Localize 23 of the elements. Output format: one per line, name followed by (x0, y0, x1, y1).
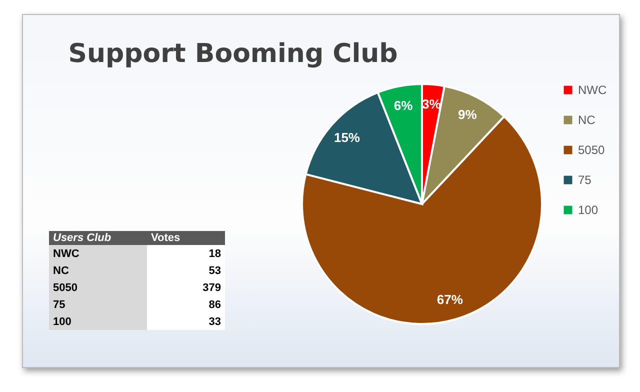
text: 33 (147, 313, 225, 330)
legend-label: NWC (578, 83, 607, 97)
data-label: 67% (436, 292, 464, 308)
category-label: 100 (53, 316, 72, 328)
legend-label: 5050 (578, 143, 606, 157)
data-label: 6% (394, 98, 414, 113)
category-label: 5050 (53, 282, 78, 294)
chart-title: Support Booming Club (67, 39, 399, 69)
text: 379 (147, 279, 225, 296)
text: 53 (147, 262, 225, 279)
data-label: 3% (422, 96, 442, 112)
category-label: 75 (53, 298, 66, 310)
text: 18 (147, 245, 225, 262)
legend-label: 100 (578, 203, 598, 217)
text: Votes (147, 231, 225, 245)
category-label: NWC (53, 248, 80, 260)
category-label: NC (53, 264, 69, 276)
legend-label: 75 (578, 173, 592, 187)
data-label: 9% (458, 106, 478, 122)
data-label: 15% (334, 130, 360, 145)
text: Users Club (49, 231, 147, 245)
text: 86 (147, 296, 225, 313)
legend-label: NC (578, 113, 596, 127)
